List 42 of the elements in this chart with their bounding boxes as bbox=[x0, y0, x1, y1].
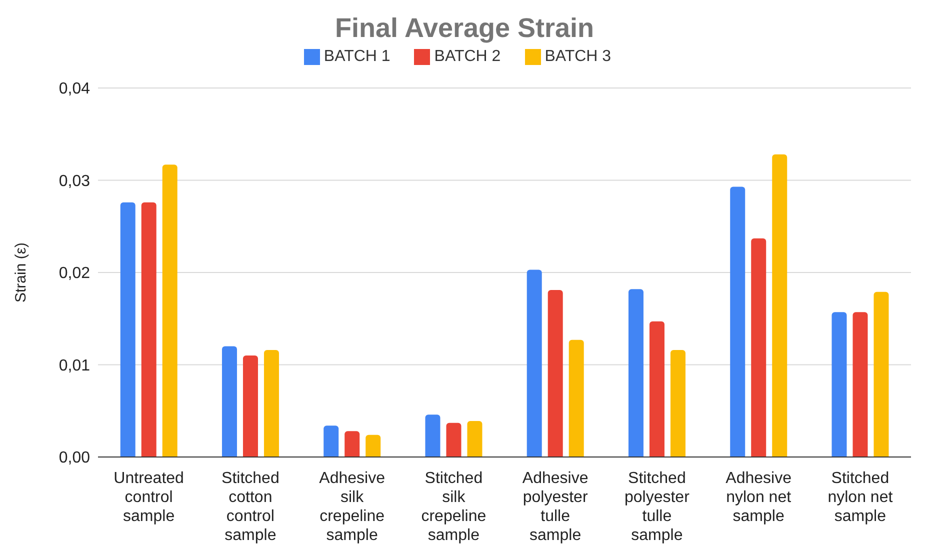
bar bbox=[264, 350, 279, 457]
bar bbox=[568, 340, 584, 457]
x-tick-label: Adhesive polyester tulle sample bbox=[522, 470, 588, 544]
y-tick-label: 0,00 bbox=[58, 450, 90, 467]
bar bbox=[670, 350, 686, 457]
bar bbox=[425, 414, 440, 457]
x-tick-label: Adhesive silk crepeline sample bbox=[319, 470, 386, 544]
bar bbox=[162, 164, 178, 457]
bar bbox=[141, 202, 156, 457]
x-tick-label: Stitched polyester tulle sample bbox=[624, 470, 690, 544]
bar bbox=[366, 434, 381, 457]
bar bbox=[751, 238, 766, 457]
legend-label: BATCH 3 bbox=[544, 48, 612, 65]
x-tick-label: Adhesive nylon net sample bbox=[726, 470, 792, 525]
legend-label: BATCH 1 bbox=[324, 48, 390, 65]
bar bbox=[526, 270, 542, 457]
bar bbox=[874, 292, 889, 457]
x-tick-label: Stitched nylon net sample bbox=[828, 470, 894, 525]
bar bbox=[548, 290, 563, 457]
bar bbox=[772, 154, 788, 457]
y-tick-label: 0,02 bbox=[58, 265, 90, 282]
chart-title: Final Average Strain bbox=[334, 12, 596, 45]
bar bbox=[344, 431, 360, 457]
bar bbox=[852, 312, 868, 457]
bar bbox=[649, 321, 664, 457]
bar bbox=[628, 289, 644, 457]
y-tick-label: 0,03 bbox=[58, 172, 90, 190]
bar bbox=[730, 186, 746, 457]
x-tick-label: Stitched cotton control sample bbox=[222, 470, 280, 544]
y-tick-label: 0,01 bbox=[58, 357, 90, 374]
y-tick-label: 0,04 bbox=[58, 80, 90, 98]
x-tick-label: Stitched silk crepeline sample bbox=[421, 470, 486, 544]
x-tick-label: Untreated control sample bbox=[114, 470, 184, 525]
bar bbox=[242, 356, 258, 457]
bar bbox=[467, 421, 482, 457]
bar bbox=[446, 422, 462, 457]
bar bbox=[832, 312, 847, 457]
bar bbox=[324, 426, 339, 457]
bar bbox=[222, 346, 237, 457]
y-axis-title: Strain (ε) bbox=[12, 242, 30, 303]
legend-label: BATCH 2 bbox=[434, 48, 501, 65]
bar bbox=[120, 202, 136, 457]
